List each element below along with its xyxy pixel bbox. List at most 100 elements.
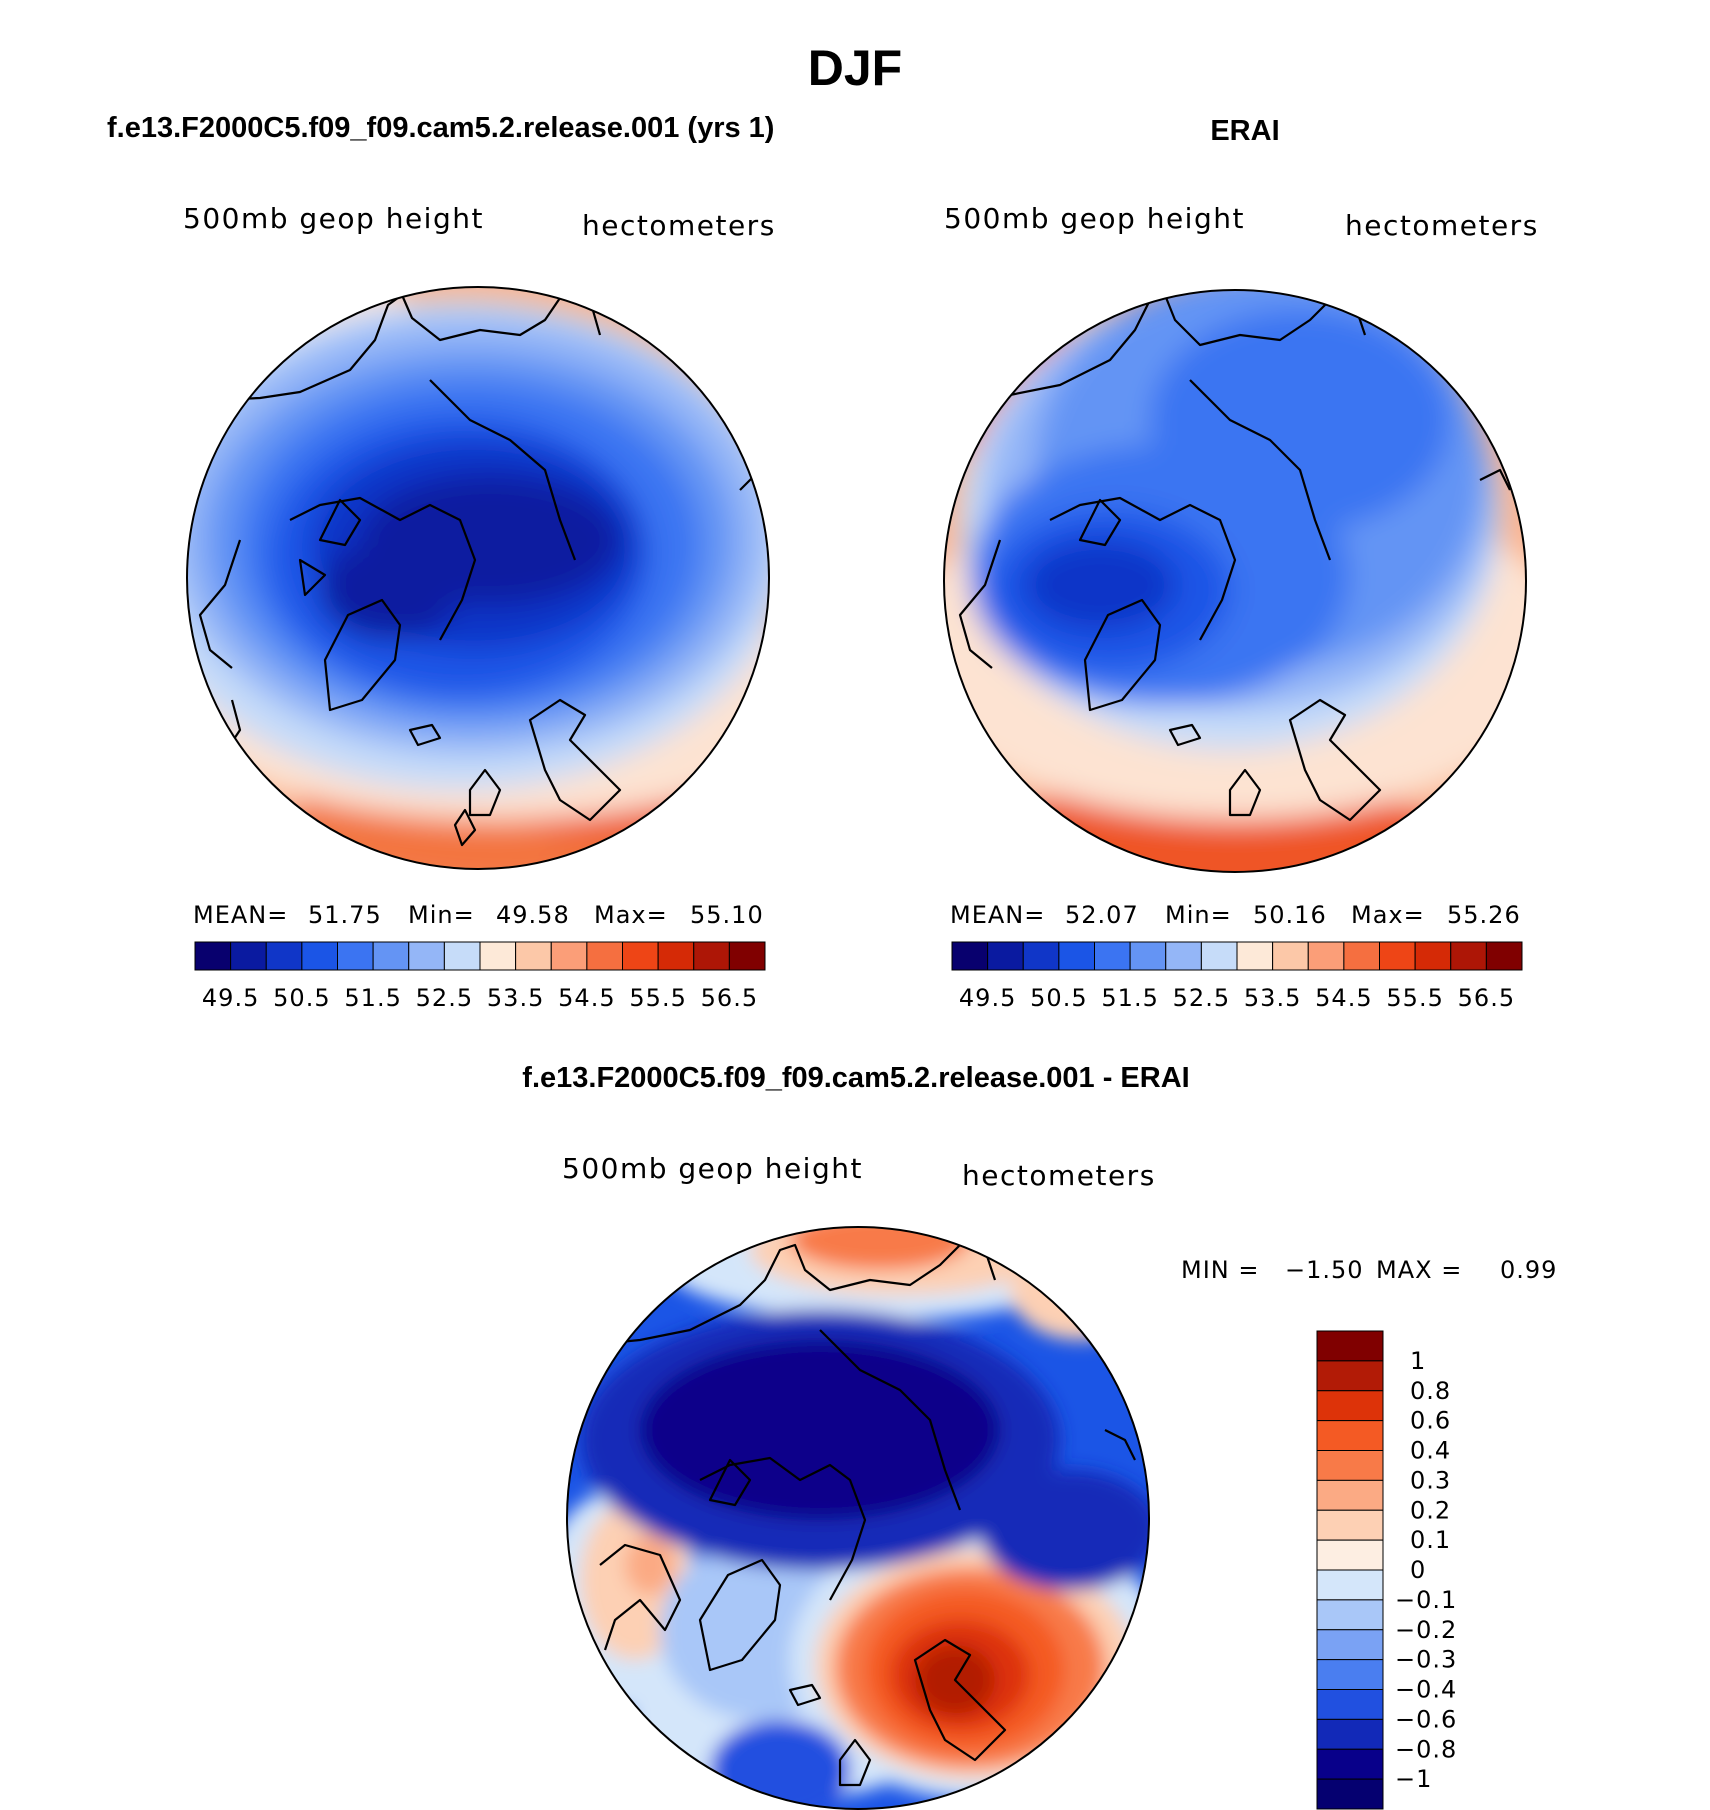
colorbar-tick-label: 0.6 <box>1410 1407 1451 1435</box>
colorbar-tick-label: 0.8 <box>1410 1377 1451 1405</box>
colorbar-tick-label: 56.5 <box>701 984 758 1012</box>
stat-min-value: −1.50 <box>1285 1256 1364 1284</box>
stat-mean-label: MEAN= <box>950 901 1045 929</box>
panel-difference-map-border <box>566 1226 1150 1810</box>
colorbar-swatch <box>1316 1718 1384 1750</box>
panel-erai-map <box>944 290 1526 872</box>
stat-min-label: MIN = <box>1181 1256 1259 1284</box>
panel-erai-title: ERAI <box>1210 115 1279 147</box>
panel-erai-variable-label: 500mb geop height <box>944 202 1245 235</box>
colorbar-swatch <box>1022 941 1060 971</box>
panel-erai-stats: MEAN= 52.07 Min= 50.16 Max= 55.26 <box>950 901 1521 929</box>
panel-model-variable-label: 500mb geop height <box>183 202 484 235</box>
colorbar-swatch <box>194 941 232 971</box>
panel-difference-stats: MIN = −1.50 MAX = 0.99 <box>1181 1256 1557 1284</box>
colorbar-tick-label: 0 <box>1410 1556 1426 1584</box>
colorbar-swatch <box>301 941 338 971</box>
colorbar-tick-label: 49.5 <box>202 984 259 1012</box>
colorbar-tick-label: 0.1 <box>1410 1526 1451 1554</box>
stat-max-label: Max= <box>1351 901 1425 929</box>
stat-min-value: 50.16 <box>1253 901 1327 929</box>
figure-title: DJF <box>808 40 902 96</box>
colorbar-swatch <box>1316 1689 1384 1720</box>
colorbar-swatch <box>1316 1420 1384 1451</box>
colorbar-swatch <box>1316 1479 1384 1511</box>
colorbar-swatch <box>1316 1569 1384 1601</box>
colorbar-tick-label: 0.3 <box>1410 1466 1451 1494</box>
stat-min-label: Min= <box>408 901 475 929</box>
stat-mean-value: 51.75 <box>308 901 382 929</box>
colorbar-swatch <box>657 941 695 971</box>
colorbar-swatch <box>1165 941 1202 971</box>
panel-difference-map <box>567 1227 1149 1809</box>
coastlines <box>198 293 762 847</box>
coastlines <box>589 1243 1136 1787</box>
colorbar-tick-label: 54.5 <box>1315 984 1372 1012</box>
stat-min-value: 49.58 <box>496 901 570 929</box>
colorbar-swatch <box>987 941 1024 971</box>
colorbar-swatch <box>1316 1360 1384 1392</box>
stat-mean-value: 52.07 <box>1065 901 1139 929</box>
stat-mean-label: MEAN= <box>193 901 288 929</box>
colorbar-swatch <box>1316 1778 1384 1810</box>
colorbar-swatch <box>408 941 445 971</box>
colorbar-tick-label: −0.3 <box>1395 1646 1457 1674</box>
panel-difference-colorbar: 10.80.60.40.30.20.10−0.1−0.2−0.3−0.4−0.6… <box>1316 1330 1457 1810</box>
colorbar-swatch <box>265 941 303 971</box>
colorbar-tick-label: 1 <box>1410 1347 1426 1375</box>
colorbar-swatch <box>1316 1330 1384 1362</box>
colorbar-swatch <box>1450 941 1487 971</box>
panel-model-colorbar: 49.5 50.5 51.5 52.5 53.5 54.5 55.5 56.5 <box>194 941 766 1012</box>
colorbar-tick-label: 55.5 <box>629 984 686 1012</box>
panel-model-map-border <box>186 286 770 870</box>
colorbar-tick-label: −0.1 <box>1395 1586 1457 1614</box>
colorbar-swatch <box>1094 941 1131 971</box>
colorbar-tick-label: −1 <box>1395 1765 1432 1793</box>
colorbar-swatch <box>1343 941 1380 971</box>
colorbar-tick-label: −0.2 <box>1395 1616 1457 1644</box>
colorbar-swatch <box>693 941 730 971</box>
colorbar-swatch <box>515 941 552 971</box>
stat-max-label: Max= <box>594 901 668 929</box>
colorbar-tick-label: 53.5 <box>1244 984 1301 1012</box>
stat-max-value: 0.99 <box>1500 1256 1557 1284</box>
colorbar-swatch <box>1236 941 1274 971</box>
panel-model-stats: MEAN= 51.75 Min= 49.58 Max= 55.10 <box>193 901 764 929</box>
colorbar-tick-label: 54.5 <box>558 984 615 1012</box>
colorbar-tick-label: 52.5 <box>416 984 473 1012</box>
colorbar-swatch <box>550 941 588 971</box>
colorbar-swatch <box>1272 941 1309 971</box>
colorbar-swatch <box>337 941 374 971</box>
panel-erai: ERAI 500mb geop height hectometers <box>943 115 1537 1012</box>
stat-min-label: Min= <box>1165 901 1232 929</box>
colorbar-swatch <box>1316 1509 1384 1541</box>
colorbar-swatch <box>1316 1659 1384 1690</box>
panel-erai-colorbar: 49.5 50.5 51.5 52.5 53.5 54.5 55.5 56.5 <box>951 941 1523 1012</box>
colorbar-swatch <box>1307 941 1345 971</box>
colorbar-swatch <box>479 941 517 971</box>
stat-max-value: 55.10 <box>690 901 764 929</box>
panel-difference: f.e13.F2000C5.f09_f09.cam5.2.release.001… <box>522 1062 1557 1810</box>
colorbar-tick-label: 0.2 <box>1410 1496 1451 1524</box>
colorbar-tick-label: 49.5 <box>959 984 1016 1012</box>
colorbar-swatch <box>622 941 659 971</box>
colorbar-swatch <box>230 941 267 971</box>
colorbar-tick-label: 52.5 <box>1173 984 1230 1012</box>
colorbar-swatch <box>372 941 410 971</box>
panel-difference-variable-label: 500mb geop height <box>562 1152 863 1185</box>
colorbar-tick-label: 55.5 <box>1386 984 1443 1012</box>
colorbar-tick-label: 53.5 <box>487 984 544 1012</box>
stat-max-value: 55.26 <box>1447 901 1521 929</box>
colorbar-tick-label: 51.5 <box>344 984 401 1012</box>
panel-model-title: f.e13.F2000C5.f09_f09.cam5.2.release.001… <box>107 112 774 144</box>
colorbar-swatch <box>586 941 623 971</box>
colorbar-swatch <box>1379 941 1416 971</box>
colorbar-swatch <box>1316 1599 1384 1631</box>
colorbar-swatch <box>1485 941 1523 971</box>
panel-difference-units-label: hectometers <box>962 1159 1156 1192</box>
panel-erai-map-border <box>943 289 1527 873</box>
colorbar-swatch <box>443 941 481 971</box>
colorbar-swatch <box>1316 1748 1384 1780</box>
coastlines <box>958 293 1511 822</box>
